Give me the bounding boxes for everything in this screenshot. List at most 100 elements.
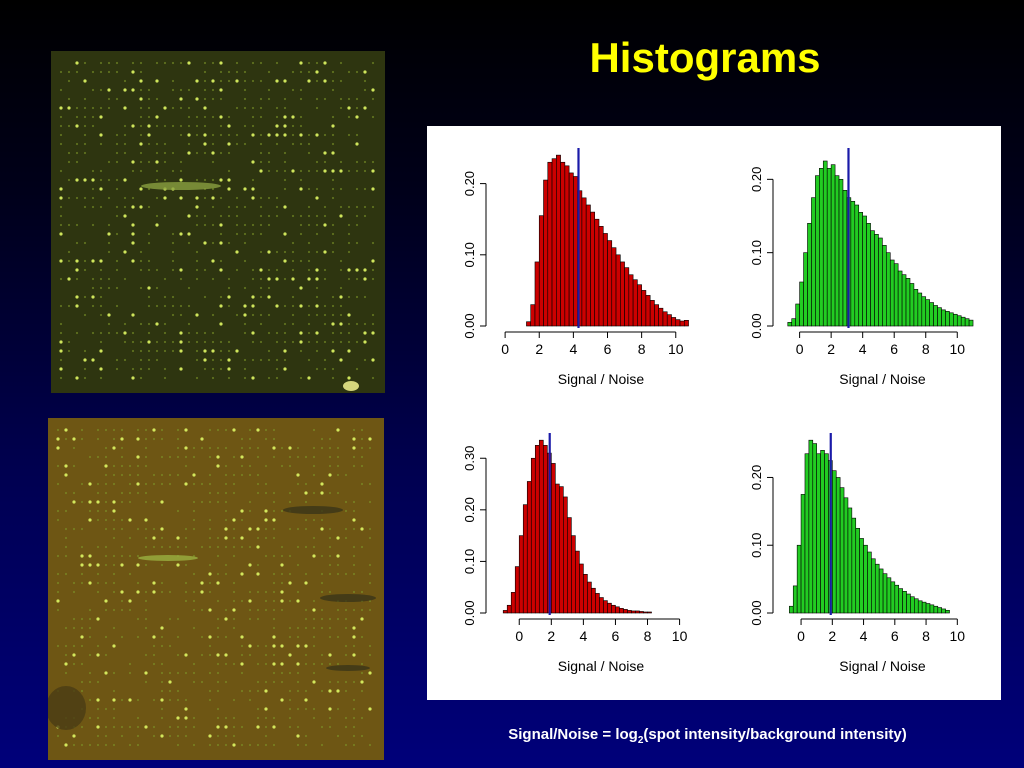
spot (187, 115, 191, 119)
spot (256, 644, 260, 648)
spot (115, 304, 119, 308)
spot (208, 608, 212, 612)
spot (187, 88, 191, 92)
spot (304, 491, 308, 495)
spot (163, 142, 167, 146)
histogram-bar (649, 300, 655, 327)
spot (83, 259, 87, 263)
spot (360, 662, 364, 666)
x-tick-label: 4 (860, 628, 868, 644)
spot (160, 527, 164, 531)
spot (72, 743, 76, 747)
spot (59, 223, 63, 227)
spot (176, 536, 180, 540)
spot (184, 671, 188, 675)
spot (179, 124, 183, 128)
spot (216, 716, 220, 720)
spot (243, 331, 247, 335)
spot (59, 376, 63, 380)
spot (312, 608, 316, 612)
spot (323, 358, 327, 362)
spot (112, 554, 116, 558)
spot (235, 223, 239, 227)
spot (227, 376, 231, 380)
spot (203, 142, 207, 146)
spot (208, 671, 212, 675)
spot (56, 608, 60, 612)
spot (144, 455, 148, 459)
spot (112, 563, 116, 567)
spot (83, 97, 87, 101)
spot (224, 608, 228, 612)
spot (272, 428, 276, 432)
spot (168, 734, 172, 738)
spot (104, 464, 108, 468)
spot (315, 223, 319, 227)
spot (336, 491, 340, 495)
spot (195, 124, 199, 128)
spot (147, 160, 151, 164)
spot (56, 581, 60, 585)
histogram-bar (791, 318, 796, 327)
spot (59, 205, 63, 209)
spot (304, 689, 308, 693)
spot (288, 572, 292, 576)
spot (64, 527, 68, 531)
histogram-bar (547, 161, 553, 327)
x-axis-label: Signal / Noise (839, 371, 926, 387)
spot (115, 214, 119, 218)
spot (352, 437, 356, 441)
spot (176, 671, 180, 675)
spot (211, 205, 215, 209)
spot (192, 455, 196, 459)
spot (216, 455, 220, 459)
spot (243, 97, 247, 101)
spot (299, 124, 303, 128)
spot (371, 97, 375, 101)
spot (96, 455, 100, 459)
spot (163, 151, 167, 155)
spot (120, 590, 124, 594)
spot (275, 358, 279, 362)
spot (192, 446, 196, 450)
spot (264, 644, 268, 648)
spot (59, 340, 63, 344)
spot (331, 178, 335, 182)
spot (219, 259, 223, 263)
spot (88, 617, 92, 621)
spot (328, 689, 332, 693)
spot (176, 689, 180, 693)
x-axis-label: Signal / Noise (558, 371, 645, 387)
spot (144, 617, 148, 621)
spot (171, 151, 175, 155)
spot (248, 644, 252, 648)
histogram-bar (820, 450, 825, 614)
spot (67, 160, 71, 164)
spot (203, 79, 207, 83)
spot (80, 617, 84, 621)
spot (283, 169, 287, 173)
spot (288, 653, 292, 657)
spot (83, 313, 87, 317)
spot (195, 133, 199, 137)
histogram-bar (960, 316, 966, 327)
spot (288, 716, 292, 720)
spot (59, 169, 63, 173)
spot (56, 590, 60, 594)
spot (296, 446, 300, 450)
histogram-bar (551, 158, 557, 327)
spot (139, 205, 143, 209)
spot (67, 277, 71, 281)
spot (331, 115, 335, 119)
spot (219, 88, 223, 92)
spot (368, 437, 372, 441)
spot (155, 115, 159, 119)
spot (307, 250, 311, 254)
x-tick-label: 0 (796, 341, 804, 357)
spot (331, 304, 335, 308)
spot (232, 545, 236, 549)
histogram-bar (683, 320, 689, 327)
spot (104, 707, 108, 711)
spot (256, 527, 260, 531)
spot (59, 349, 63, 353)
